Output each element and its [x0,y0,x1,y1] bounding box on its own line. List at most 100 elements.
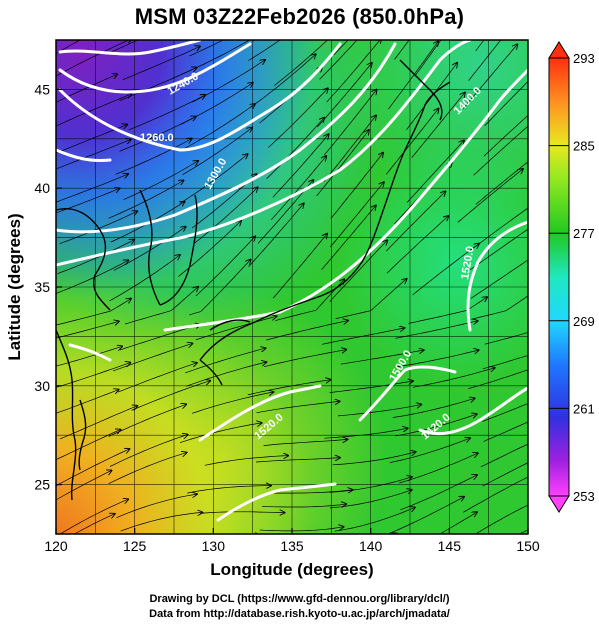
streamline [468,228,528,271]
streamline [194,187,258,244]
streamline [131,381,211,411]
streamline [411,93,465,158]
streamline [56,321,119,339]
y-tick-label: 35 [34,279,50,295]
colorbar-tick-label: 261 [573,401,595,416]
streamline [56,260,129,294]
streamline [195,316,277,341]
streamline [412,368,495,388]
coastline-china [56,208,111,311]
streamline [468,369,528,390]
streamline [56,390,119,414]
streamline [323,90,377,156]
streamline [324,428,407,439]
streamline [329,240,387,302]
footer-credit-data: Data from http://database.rish.kyoto-u.a… [149,608,450,620]
streamline [482,403,528,422]
temperature-field [56,40,599,566]
streamline [59,499,129,534]
colorbar-min-arrow [548,495,570,513]
streamline [335,279,407,320]
streamline [109,255,180,302]
streamline [262,504,346,507]
streamline [388,497,464,534]
streamline [271,156,326,220]
streamline [323,116,376,182]
streamline [482,462,528,487]
streamline [185,348,265,374]
coastline-taiwan [78,399,87,471]
streamline [185,362,266,387]
streamline [535,553,599,565]
streamline [128,95,205,131]
streamline [187,486,271,494]
streamline [394,40,410,60]
streamline [272,234,327,299]
streamline [56,174,128,203]
colorbar-tick-label: 253 [573,489,595,504]
streamline [117,363,197,393]
footer-credit-dcl: Drawing by DCL (https://www.gfd-dennou.o… [149,593,450,605]
x-axis: 120 125 130 135 140 145 150 [44,528,540,554]
streamline [263,439,348,446]
colorbar-scale [548,57,570,497]
streamline [396,350,478,368]
streamline [395,321,477,339]
streamline [195,237,255,297]
streamline [272,134,329,198]
contour-line [216,482,337,522]
streamline [250,54,316,108]
contour-line [58,40,202,56]
contour-line [466,220,528,332]
streamline [109,40,139,54]
streamline [122,46,200,81]
streamline [321,206,376,270]
streamline [183,104,255,150]
streamline [268,490,353,494]
streamline [388,41,438,110]
coastline-korea-west [139,189,161,306]
streamline [259,527,344,532]
streamline [386,191,445,252]
x-tick-label: 125 [123,538,147,554]
contour-line [358,365,457,422]
streamline [109,435,188,467]
streamline [332,452,416,466]
streamline [256,401,339,414]
height-contours [56,40,528,522]
coastline-china-south [56,329,77,501]
streamline [247,380,331,396]
streamline [248,204,304,268]
streamline [484,332,528,345]
streamline [56,40,81,55]
streamline [56,346,123,367]
streamline [414,40,442,77]
streamline [56,74,117,103]
streamline [340,350,424,365]
streamline [200,512,284,514]
streamline [319,40,358,80]
y-tick-label: 40 [34,180,50,196]
streamline [179,154,248,204]
contour-line [68,343,112,362]
map-title: MSM 03Z22Feb2026 (850.0hPa) [134,4,465,29]
y-axis: 25 30 35 40 45 [34,81,62,493]
streamline [266,321,348,341]
coastline-hokkaido [399,59,443,121]
streamline [131,561,215,566]
streamline [124,287,198,325]
streamline [123,161,199,200]
streamline [317,63,371,128]
streamline [116,494,196,519]
colorbar-tick-label: 293 [573,51,595,66]
streamline [268,88,328,148]
streamline [263,350,346,368]
streamline [189,260,250,316]
wind-streamlines [56,40,599,566]
streamline [406,141,464,203]
streamline [408,297,488,324]
contour-line [163,68,528,332]
streamline [56,40,131,77]
streamline [56,94,131,127]
streamline [120,512,203,532]
